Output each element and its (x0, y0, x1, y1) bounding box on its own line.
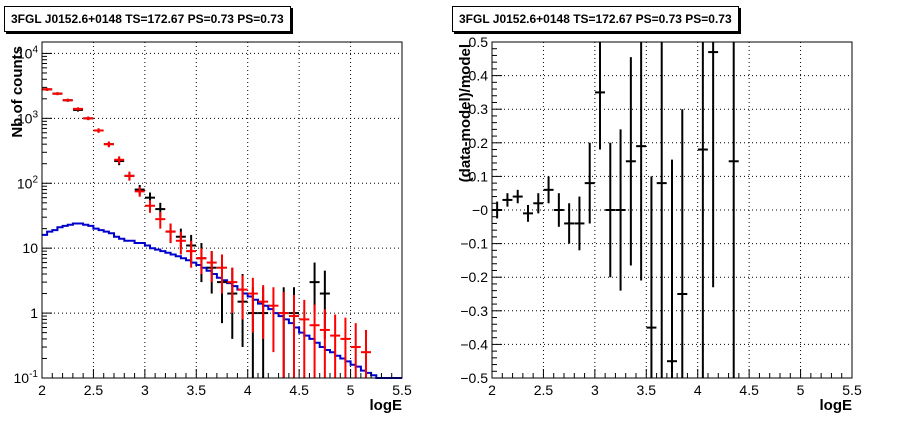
x-tick-label: 5 (347, 382, 355, 398)
x-tick-label: 4.5 (289, 382, 309, 398)
y-tick-label: 0.2 (469, 135, 489, 151)
x-tick-label: 2 (38, 382, 46, 398)
x-tick-label: 3.5 (187, 382, 207, 398)
y-tick-label: −0.2 (460, 269, 488, 285)
plot-frame (41, 41, 403, 379)
x-tick-label: 3 (591, 382, 599, 398)
x-axis-label: logE (370, 397, 403, 414)
y-tick-label: 10-1 (14, 369, 39, 386)
y-axis-label: (data-model)/model (457, 44, 474, 182)
x-tick-label: 2.5 (534, 382, 554, 398)
y-tick-label: 10 (22, 240, 38, 256)
y-tick-label: 0.4 (469, 68, 489, 84)
y-tick-label: −0.4 (460, 336, 488, 352)
y-tick-label: −0 (472, 202, 488, 218)
y-tick-label: 1 (30, 305, 38, 321)
y-tick-label: 0.1 (469, 168, 489, 184)
x-tick-label: 4 (694, 382, 702, 398)
x-tick-label: 4 (244, 382, 252, 398)
counts-chart-title: 3FGL J0152.6+0148 TS=172.67 PS=0.73 PS=0… (4, 6, 291, 32)
y-tick-label: 0.5 (469, 34, 489, 50)
y-tick-label: 102 (17, 174, 39, 191)
x-tick-label: 5 (797, 382, 805, 398)
y-tick-label: −0.3 (460, 303, 488, 319)
residuals-panel: 2 2.5 3 3.5 4 4.5 5 5.5 −0.5 −0.4 −0.3 −0.2 −0.1 −0 0.… (457, 34, 862, 414)
residuals-chart-title: 3FGL J0152.6+0148 TS=172.67 PS=0.73 PS=0… (452, 6, 739, 32)
x-tick-label: 5.5 (392, 382, 412, 398)
x-tick-label: 2.5 (84, 382, 104, 398)
x-tick-label: 3 (141, 382, 149, 398)
x-axis-label: logE (820, 397, 853, 414)
x-tick-label: 3.5 (637, 382, 657, 398)
y-axis-label: Nb of counts (9, 46, 26, 138)
x-tick-label: 5.5 (842, 382, 862, 398)
y-tick-label: −0.1 (460, 236, 488, 252)
y-tick-label: 0.3 (469, 101, 489, 117)
y-tick-label: −0.5 (460, 370, 488, 386)
x-tick-label: 2 (488, 382, 496, 398)
x-tick-label: 4.5 (739, 382, 759, 398)
plot-area (42, 42, 402, 378)
